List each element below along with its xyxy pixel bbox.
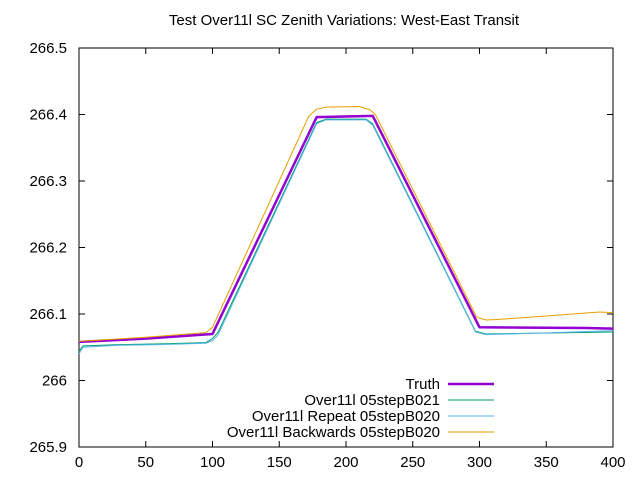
series-lines xyxy=(78,106,614,355)
legend-label-2: Over11l 05stepB021 xyxy=(304,392,440,409)
legend-label-4: Over11l Backwards 05stepB020 xyxy=(227,424,440,441)
y-tick-label: 266 xyxy=(42,373,67,390)
chart-title: Test Over11l SC Zenith Variations: West-… xyxy=(169,12,520,29)
x-tick-label: 100 xyxy=(200,454,225,471)
series-line-1 xyxy=(78,114,614,344)
x-tick-label: 0 xyxy=(75,454,83,471)
y-tick-label: 266.5 xyxy=(29,40,67,57)
y-tick-label: 266.3 xyxy=(29,173,67,190)
series-line-4 xyxy=(78,106,614,342)
series-line-2 xyxy=(78,118,614,352)
x-tick-label: 300 xyxy=(467,454,492,471)
axis-ticks: 0 50 100 150 200 250 300 350 400 265.9 266 266.1 266… xyxy=(29,40,625,471)
x-tick-label: 50 xyxy=(137,454,154,471)
plot-border xyxy=(78,47,614,448)
legend-label-1: Truth xyxy=(406,376,440,393)
x-tick-label: 200 xyxy=(333,454,358,471)
y-tick-label: 266.4 xyxy=(29,107,67,124)
plot-frame xyxy=(78,47,614,448)
y-tick-label: 266.1 xyxy=(29,306,67,323)
x-tick-label: 350 xyxy=(534,454,559,471)
x-tick-label: 250 xyxy=(400,454,425,471)
x-tick-label: 400 xyxy=(600,454,625,471)
y-tick-label: 265.9 xyxy=(29,439,67,456)
legend-label-3: Over11l Repeat 05stepB020 xyxy=(252,408,440,425)
series-line-3 xyxy=(78,119,614,355)
y-tick-label: 266.2 xyxy=(29,240,67,257)
x-tick-label: 150 xyxy=(267,454,292,471)
